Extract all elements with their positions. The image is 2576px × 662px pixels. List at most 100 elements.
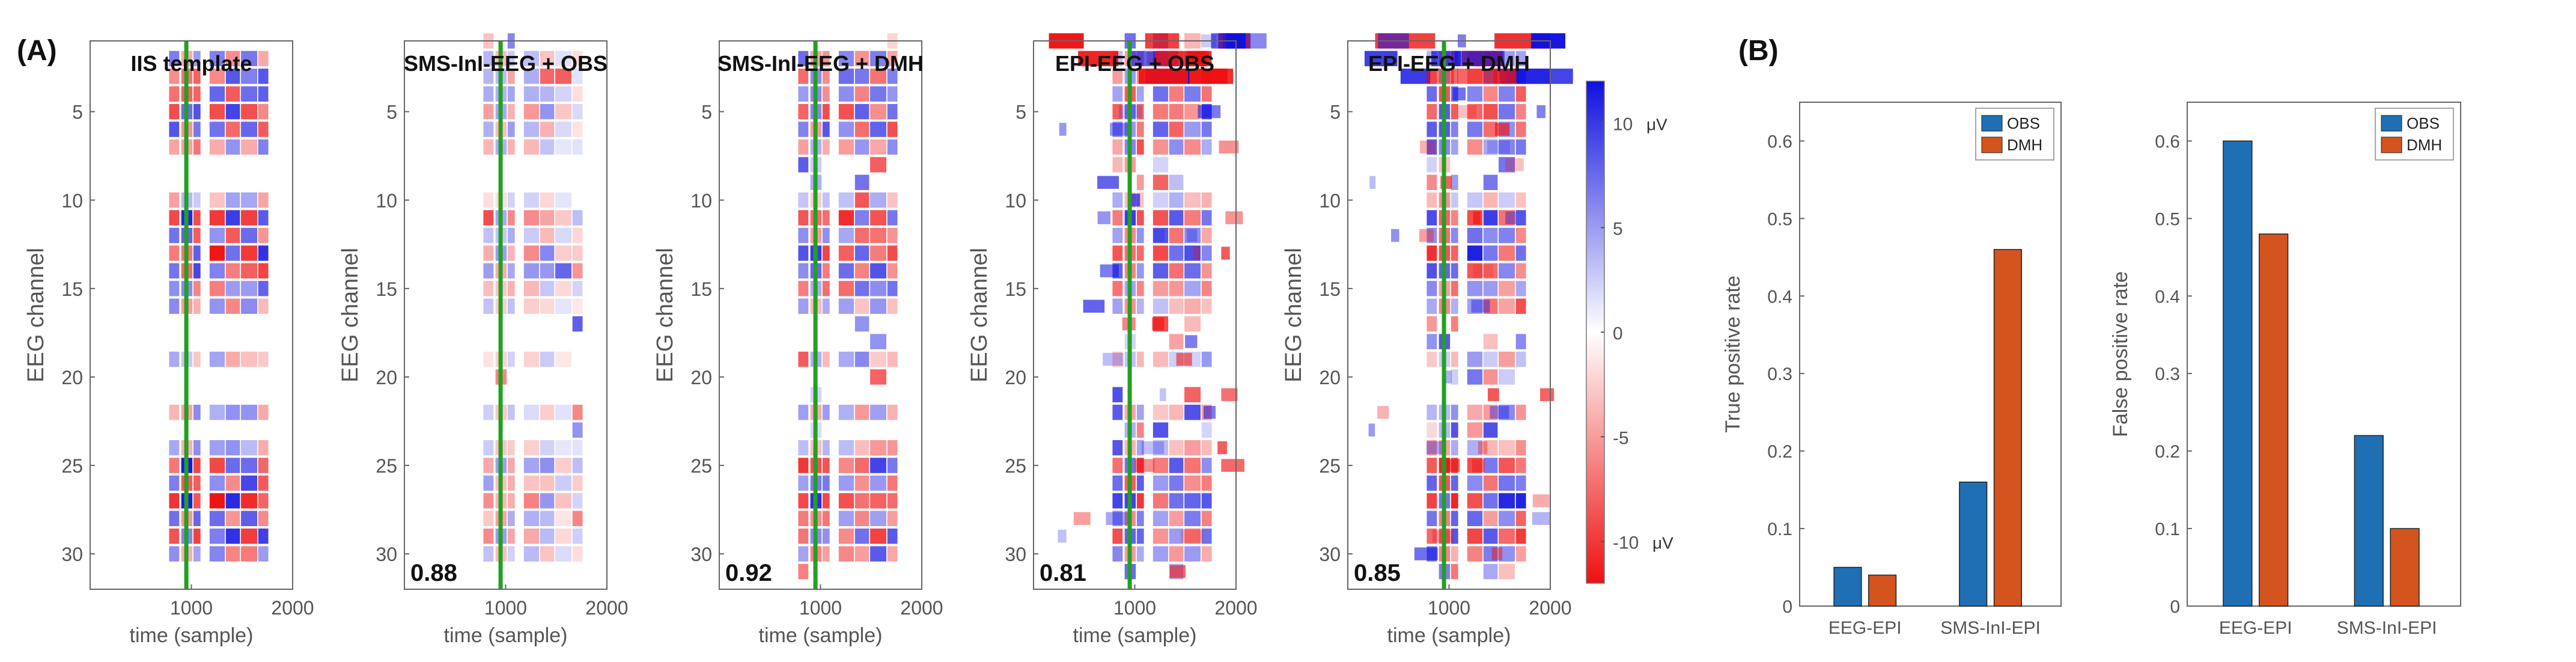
heatmap-cell	[1499, 563, 1515, 580]
heatmap-cell	[572, 227, 583, 244]
heatmap-cell	[1112, 86, 1123, 102]
heatmap-cell	[1136, 263, 1144, 279]
x-tick-label: 1000	[484, 597, 527, 619]
heatmap-cell	[1467, 458, 1483, 473]
heatmap-cell	[209, 263, 225, 279]
heatmap-cell	[1169, 440, 1184, 456]
noise-cell	[1446, 459, 1460, 472]
heatmap-cell	[507, 351, 515, 367]
heatmap-cell	[572, 458, 583, 473]
heatmap-cell	[483, 529, 494, 544]
heatmap-cell	[838, 298, 854, 314]
heatmap-cell	[870, 369, 887, 385]
heatmap-cell	[1184, 387, 1201, 403]
heatmap-cell	[887, 210, 898, 225]
heatmap-cell	[822, 263, 830, 279]
heatmap-cell	[1499, 227, 1515, 244]
noise-cell	[1219, 140, 1239, 154]
heatmap-cell	[225, 245, 240, 261]
heatmap-cell	[838, 263, 854, 279]
heatmap-cell	[193, 245, 201, 261]
heatmap-cell	[854, 529, 869, 544]
heatmap-cell	[555, 458, 572, 473]
heatmap-cell	[1184, 86, 1201, 102]
heatmap-cell	[1467, 281, 1483, 296]
heatmap-cell	[1136, 245, 1144, 261]
heatmap-cell	[854, 351, 869, 367]
heatmap-cell	[798, 493, 809, 509]
heatmap-cell	[1112, 546, 1123, 562]
heatmap-cell	[169, 192, 180, 208]
y-tick-label: 5	[72, 102, 83, 123]
heatmap-cell	[854, 139, 869, 155]
heatmap-cell	[169, 458, 180, 473]
heatmap-cell	[838, 121, 854, 137]
heatmap-panel-4: EPI-EEG + OBS 5 10 15 20 25 30 1000 2000 time (sa…	[967, 33, 1267, 647]
heatmap-cell	[1427, 510, 1437, 527]
y-axis-label: EEG channel	[653, 248, 678, 382]
heatmap-cell	[209, 298, 225, 314]
heatmap-cell	[555, 493, 572, 509]
heatmap-cell	[1467, 103, 1483, 120]
noise-cell	[1193, 247, 1200, 260]
heatmap-cell	[854, 245, 869, 261]
heatmap-cell	[1184, 227, 1201, 244]
heatmap-cell	[540, 245, 555, 261]
legend-label: OBS	[2407, 114, 2440, 132]
heatmap-cell	[1427, 86, 1437, 102]
heatmap-cell	[1499, 281, 1515, 296]
heatmap-cell	[1483, 210, 1498, 225]
heatmap-cell	[225, 121, 240, 137]
heatmap-cell	[870, 69, 887, 84]
heatmap-cell	[1153, 227, 1169, 244]
y-tick-label: 10	[61, 190, 83, 212]
noise-cell	[1487, 388, 1499, 402]
heatmap-cell	[225, 139, 240, 155]
heatmap-cell	[1451, 563, 1458, 580]
heatmap-cell	[1201, 86, 1212, 102]
heatmap-cell	[1153, 458, 1169, 473]
heatmap-cell	[169, 227, 180, 244]
heatmap-cell	[483, 210, 494, 225]
heatmap-cell	[1467, 529, 1483, 544]
heatmap-cell	[1483, 529, 1498, 544]
heatmap-cell	[258, 121, 269, 137]
heatmap-cell	[1483, 263, 1498, 279]
panel-b-label: (B)	[1738, 35, 1779, 67]
heatmap-cell	[1201, 281, 1212, 296]
heatmap-cell	[555, 546, 572, 562]
heatmap-cell	[507, 245, 515, 261]
heatmap-cell	[887, 51, 898, 67]
bar-chart-1: 0 0.1 0.2 0.3 0.4 0.5 0.6 EEG-EPI SMS-InI-EPI Tru…	[1722, 102, 2062, 638]
heatmap-cell	[1427, 458, 1437, 473]
noise-cell	[1420, 140, 1435, 154]
heatmap-cell	[193, 103, 201, 120]
noise-cell	[1169, 565, 1186, 578]
heatmap-cell	[798, 227, 809, 244]
heatmap-cell	[225, 210, 240, 225]
heatmap-cell	[169, 510, 180, 527]
heatmap-cell	[1483, 245, 1498, 261]
heatmap-cell	[523, 227, 540, 244]
heatmap-cell	[1483, 192, 1498, 208]
heatmap-cell	[169, 493, 180, 509]
heatmap-cell	[1451, 210, 1458, 225]
heatmap-cell	[169, 210, 180, 225]
y-tick-label: 15	[690, 278, 712, 300]
heatmap-cell	[209, 351, 225, 367]
heatmap-cell	[555, 192, 572, 208]
heatmap-cell	[1184, 529, 1201, 544]
heatmap-cell	[1451, 281, 1458, 296]
heatmap-cell	[854, 475, 869, 491]
heatmap-cell	[169, 121, 180, 137]
heatmap-cell	[1499, 369, 1515, 385]
heatmap-cell	[555, 281, 572, 296]
heatmap-cell	[555, 405, 572, 420]
heatmap-cell	[555, 227, 572, 244]
heatmap-cells	[1364, 33, 1573, 580]
heatmap-cell	[1451, 298, 1458, 314]
heatmap-cell	[1451, 405, 1458, 420]
heatmap-cell	[241, 103, 258, 120]
heatmap-cell	[225, 440, 240, 456]
y-tick-label: 20	[690, 367, 712, 388]
